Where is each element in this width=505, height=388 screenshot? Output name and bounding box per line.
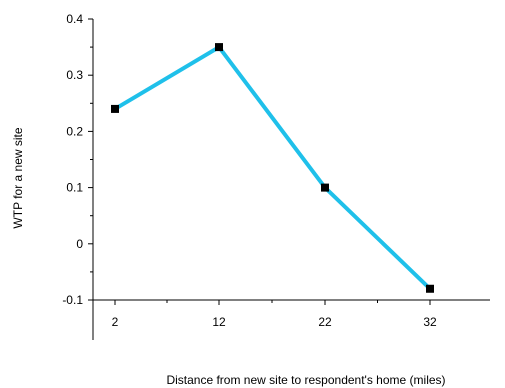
y-ticks: 0.4 0.3 0.2 0.1 0 -0.1 <box>62 12 93 307</box>
y-tick-label: 0.2 <box>66 124 83 138</box>
data-point <box>111 104 119 113</box>
data-point <box>426 284 434 293</box>
y-axis-title: WTP for a new site <box>11 127 25 228</box>
series-layer <box>111 43 434 293</box>
x-tick-label: 22 <box>318 315 332 329</box>
y-tick-label: 0.1 <box>66 181 83 195</box>
data-point <box>321 183 329 192</box>
series-line <box>113 44 432 291</box>
x-axis-title: Distance from new site to respondent's h… <box>166 373 445 387</box>
y-tick-label: -0.1 <box>62 293 83 307</box>
axes <box>92 19 490 340</box>
y-tick-label: 0 <box>76 237 83 251</box>
x-tick-label: 12 <box>212 315 226 329</box>
y-tick-label: 0.3 <box>66 68 83 82</box>
y-tick-label: 0.4 <box>66 12 83 26</box>
data-point <box>215 43 223 52</box>
x-ticks: 2 12 22 32 <box>112 300 437 329</box>
x-tick-label: 32 <box>423 315 437 329</box>
x-tick-label: 2 <box>112 315 119 329</box>
